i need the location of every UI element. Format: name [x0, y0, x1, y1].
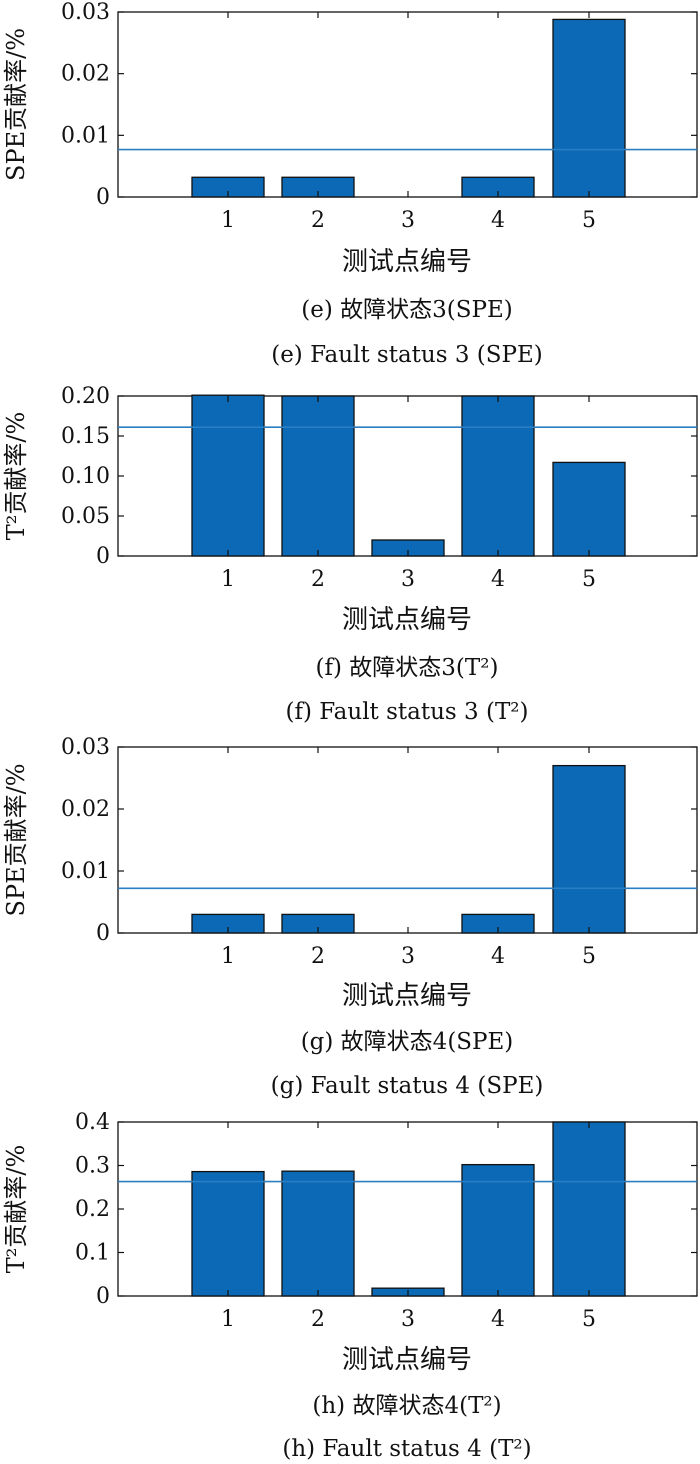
- y-tick-label: 0.03: [61, 0, 110, 25]
- y-tick-label: 0: [96, 921, 110, 946]
- x-axis-label: 测试点编号: [342, 981, 472, 1011]
- bar-1: [191, 1170, 265, 1297]
- y-tick-label: 0.20: [61, 384, 110, 409]
- x-tick-label: 3: [401, 567, 415, 592]
- x-tick-label: 3: [401, 208, 415, 233]
- x-tick-label: 5: [582, 944, 596, 969]
- caption-english: (h) Fault status 4 (T²): [282, 1436, 531, 1462]
- x-axis-label: 测试点编号: [342, 247, 472, 277]
- y-tick-label: 0: [96, 544, 110, 569]
- y-tick-label: 0.4: [75, 1110, 110, 1135]
- caption-english: (f) Fault status 3 (T²): [286, 699, 529, 725]
- y-tick-label: 0.03: [61, 735, 110, 760]
- y-tick-label: 0.05: [61, 504, 110, 529]
- x-tick-label: 2: [311, 208, 325, 233]
- x-tick-label: 4: [491, 944, 505, 969]
- x-tick-label: 1: [221, 208, 235, 233]
- x-tick-label: 3: [401, 1307, 415, 1332]
- y-axis-label: SPE贡献率/%: [2, 764, 30, 917]
- x-tick-label: 5: [582, 567, 596, 592]
- caption-chinese: (e) 故障状态3(SPE): [301, 297, 512, 323]
- x-tick-label: 1: [221, 944, 235, 969]
- caption-english: (g) Fault status 4 (SPE): [271, 1073, 544, 1099]
- y-axis-label: SPE贡献率/%: [2, 28, 30, 181]
- chart-panel-1: 0 0.01 0.02 0.03 1 2 3 4 5 SPE贡献率/% 测试点编号 (e) 故障状态3…: [2, 0, 698, 368]
- y-tick-label: 0.02: [61, 62, 110, 87]
- bar-5: [552, 18, 626, 198]
- x-tick-label: 1: [221, 567, 235, 592]
- x-tick-label: 2: [311, 567, 325, 592]
- bar-5: [552, 461, 626, 557]
- x-tick-label: 4: [491, 208, 505, 233]
- x-tick-label: 4: [491, 1307, 505, 1332]
- bar-4: [461, 1163, 535, 1297]
- y-tick-label: 0.1: [75, 1241, 110, 1266]
- y-tick-label: 0.10: [61, 464, 110, 489]
- bar-5: [552, 764, 626, 934]
- x-tick-label: 4: [491, 567, 505, 592]
- caption-chinese: (f) 故障状态3(T²): [316, 655, 499, 681]
- x-tick-label: 3: [401, 944, 415, 969]
- x-tick-label: 5: [582, 1307, 596, 1332]
- y-axis-label: T²贡献率/%: [2, 1145, 30, 1274]
- caption-chinese: (h) 故障状态4(T²): [312, 1393, 501, 1419]
- y-tick-label: 0.01: [61, 123, 110, 148]
- y-tick-label: 0.01: [61, 859, 110, 884]
- x-axis-label: 测试点编号: [342, 605, 472, 635]
- y-tick-label: 0.02: [61, 797, 110, 822]
- x-tick-label: 1: [221, 1307, 235, 1332]
- bar-5: [552, 1121, 626, 1297]
- x-tick-label: 2: [311, 944, 325, 969]
- y-tick-label: 0.15: [61, 424, 110, 449]
- x-tick-label: 2: [311, 1307, 325, 1332]
- y-tick-label: 0: [96, 185, 110, 210]
- chart-panel-4: 0 0.1 0.2 0.3 0.4 1 2 3 4 5 T²贡献率/% 测试点编号 (h) 故障状态4(…: [2, 1110, 698, 1462]
- bar-2: [281, 395, 355, 557]
- chart-panel-3: 0 0.01 0.02 0.03 1 2 3 4 5 SPE贡献率/% 测试点编号 (g) 故障状态4…: [2, 735, 698, 1099]
- y-axis-label: T²贡献率/%: [2, 412, 30, 541]
- y-tick-label: 0: [96, 1284, 110, 1309]
- caption-english: (e) Fault status 3 (SPE): [271, 342, 543, 368]
- x-axis-label: 测试点编号: [342, 1345, 472, 1375]
- bar-4: [461, 395, 535, 557]
- bar-1: [191, 394, 265, 557]
- chart-panel-2: 0 0.05 0.10 0.15 0.20 1 2 3 4 5 T²贡献率/% 测试点编号 (f) 故障…: [2, 384, 698, 725]
- x-tick-label: 5: [582, 208, 596, 233]
- y-tick-label: 0.3: [75, 1154, 110, 1179]
- y-tick-label: 0.2: [75, 1197, 110, 1222]
- bar-2: [281, 1170, 355, 1297]
- caption-chinese: (g) 故障状态4(SPE): [301, 1029, 514, 1055]
